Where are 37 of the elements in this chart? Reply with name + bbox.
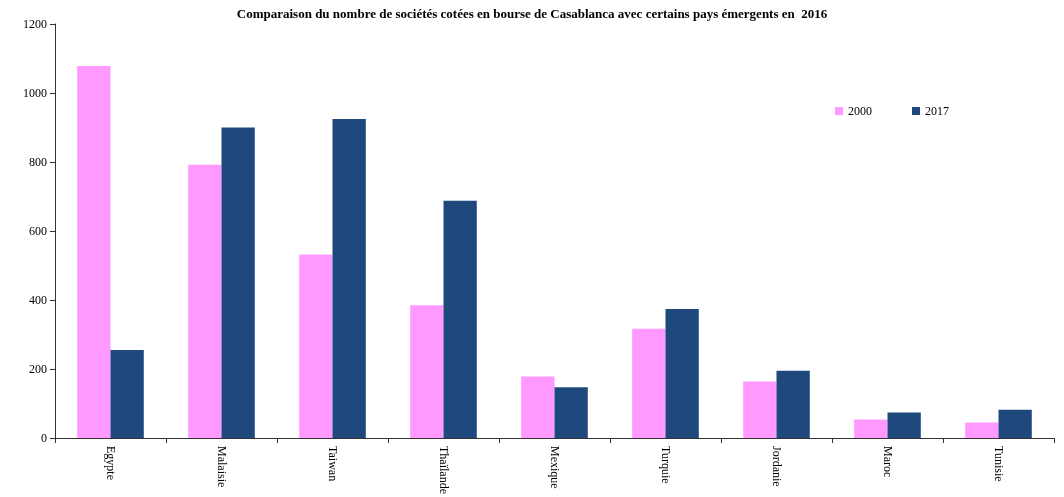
y-tick-label: 1200 [23, 17, 47, 31]
bar [854, 419, 888, 439]
y-tick-label: 1000 [23, 86, 47, 100]
x-tick-label: Turquie [658, 446, 673, 484]
legend-label: 2017 [925, 104, 949, 118]
bar [221, 127, 255, 439]
bar [299, 254, 333, 439]
y-tick-label: 400 [29, 293, 47, 308]
x-tick-label: Taiwan [325, 446, 340, 482]
y-tick-label: 600 [29, 224, 47, 239]
legend-label: 2000 [848, 104, 872, 118]
y-tick-label: 800 [29, 155, 47, 170]
chart-title: Comparaison du nombre de sociétés cotées en bourse de Casablanca avec certains pays émergents en 2016 [236, 6, 828, 21]
x-tick-label: Egypte [103, 446, 118, 481]
x-tick-label: Mexique [547, 446, 562, 489]
bar [554, 387, 588, 439]
bar [521, 376, 555, 439]
bar [998, 409, 1032, 439]
bar [188, 164, 222, 439]
y-tick-label: 200 [29, 362, 47, 377]
bar [443, 200, 477, 439]
bar [77, 66, 111, 439]
y-tick-label: 0 [41, 431, 47, 446]
x-tick-label: Maroc [880, 446, 895, 478]
x-tick-label: Tunisie [991, 446, 1006, 482]
x-tick-label: Malaisie [214, 446, 229, 488]
bar [632, 328, 666, 439]
x-tick-label: Jordanie [769, 446, 784, 487]
bar [665, 308, 699, 439]
bar [332, 118, 366, 439]
bar [776, 370, 810, 439]
bar [410, 305, 444, 439]
x-tick-label: Thaïlande [436, 446, 451, 495]
bar [743, 381, 777, 439]
bar [965, 422, 999, 439]
bar [110, 350, 144, 439]
bar [887, 412, 921, 439]
